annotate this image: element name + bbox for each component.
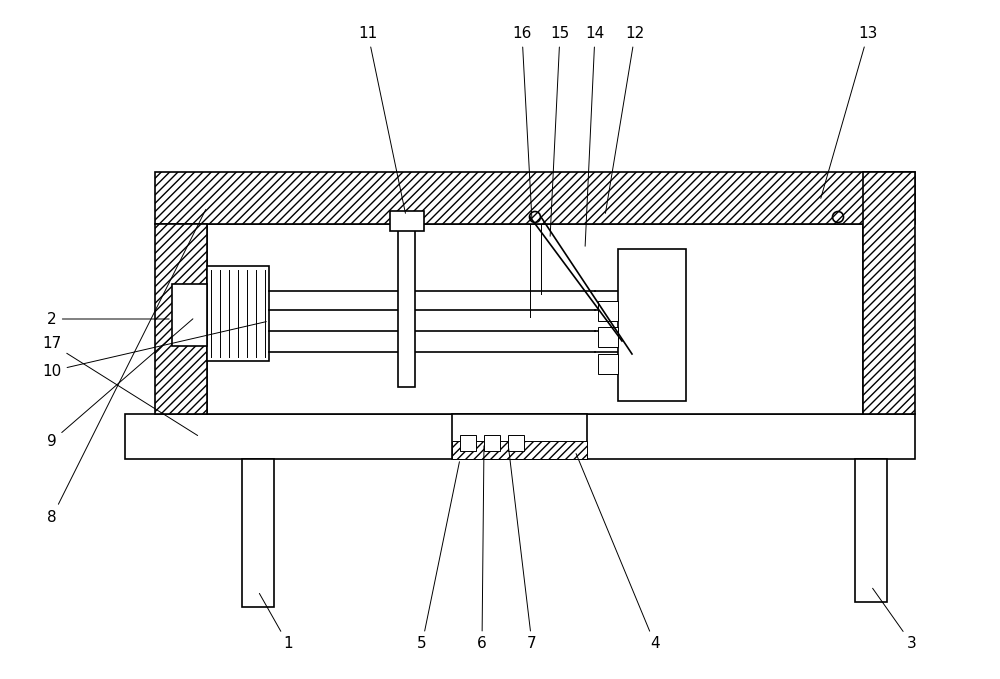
Bar [460,435,476,451]
Text: 14: 14 [585,26,605,246]
Bar [484,435,500,451]
Bar [863,172,915,414]
Text: 10: 10 [42,322,266,378]
Bar [452,441,587,459]
Text: 7: 7 [508,445,537,651]
Bar [508,435,524,451]
Bar [207,266,269,361]
Text: 9: 9 [47,319,193,449]
Text: 8: 8 [47,210,206,524]
Bar [242,459,274,607]
Text: 5: 5 [417,462,459,651]
Bar [598,301,618,321]
Text: 16: 16 [512,26,532,218]
Bar [172,284,207,346]
Bar [207,224,863,414]
Bar [125,414,915,459]
Text: 11: 11 [358,26,405,213]
Bar [398,224,415,387]
Text: 15: 15 [550,26,570,236]
Bar [598,327,618,347]
Text: 13: 13 [821,26,878,198]
Text: 17: 17 [42,337,198,435]
Text: 12: 12 [605,26,645,213]
Bar [155,224,207,414]
Text: 6: 6 [477,446,487,651]
Text: 3: 3 [873,588,917,651]
Bar [155,172,915,224]
Text: 4: 4 [576,454,660,651]
Bar [452,414,587,459]
Bar [598,354,618,374]
Text: 1: 1 [259,593,293,651]
Text: 2: 2 [47,312,169,327]
Bar [390,211,424,231]
Bar [855,459,887,602]
Bar [618,249,686,401]
